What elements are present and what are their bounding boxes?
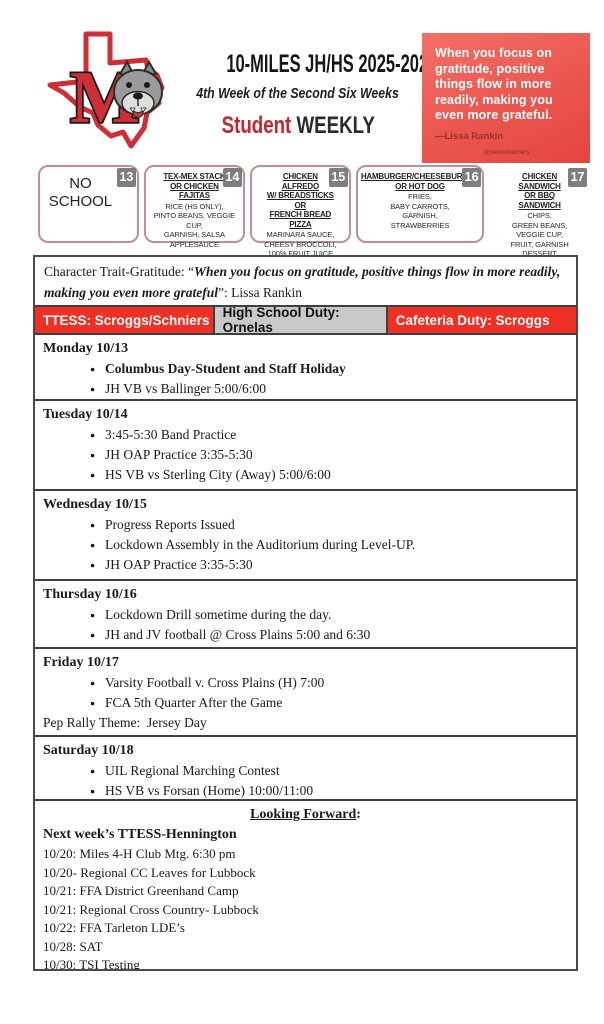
menu-card-wed: 15 CHICKEN ALFREDO W/ BREADSTICKS OR FRE… bbox=[249, 165, 351, 268]
newsletter-box: Character Trait-Gratitude: “When you foc… bbox=[33, 255, 578, 971]
event-item: UIL Regional Marching Contest bbox=[43, 761, 568, 781]
duty-cell-cafeteria: Cafeteria Duty: Scroggs bbox=[387, 307, 576, 333]
day-section-thursday: Thursday 10/16 Lockdown Drill sometime d… bbox=[35, 579, 576, 647]
pep-rally-note: Pep Rally Theme: Jersey Day bbox=[43, 715, 207, 730]
duty-row: TTESS: Scroggs/Schniers High School Duty… bbox=[35, 305, 576, 333]
looking-forward-colon: : bbox=[356, 807, 361, 822]
duty-cell-ttess: TTESS: Scroggs/Schniers bbox=[35, 307, 215, 333]
looking-forward-section: Looking Forward: Next week’s TTESS-Henni… bbox=[35, 799, 576, 969]
quote-text: When you focus on gratitude, positive th… bbox=[435, 46, 553, 122]
event-item: JH and JV football @ Cross Plains 5:00 a… bbox=[43, 625, 568, 645]
event-item: JH VB vs Ballinger 5:00/6:00 bbox=[43, 379, 568, 399]
menu-card-items: RICE (HS ONLY), PINTO BEANS, VEGGIE CUP,… bbox=[153, 201, 236, 249]
day-heading: Wednesday 10/15 bbox=[43, 497, 147, 512]
looking-forward-heading: Looking Forward: bbox=[43, 805, 568, 825]
day-heading: Monday 10/13 bbox=[43, 341, 129, 356]
trait-suffix: ”: Lissa Rankin bbox=[218, 285, 302, 300]
day-section-tuesday: Tuesday 10/14 3:45-5:30 Band Practice JH… bbox=[35, 399, 576, 489]
no-school-label: NO SCHOOL bbox=[48, 175, 113, 210]
menu-card-tue: 14 TEX-MEX STACK OR CHICKEN FAJITAS RICE… bbox=[143, 165, 245, 249]
texas-outline-icon bbox=[47, 31, 165, 149]
event-list: Columbus Day-Student and Staff Holiday J… bbox=[43, 359, 568, 399]
weekly-word: WEEKLY bbox=[296, 112, 375, 139]
page-title: 10-MILES JH/HS 2025-2026 bbox=[226, 50, 438, 78]
date-badge: 16 bbox=[462, 168, 482, 187]
day-section-friday: Friday 10/17 Varsity Football v. Cross P… bbox=[35, 647, 576, 735]
menu-card-title: HAMBURGER/CHEESEBURGER OR HOT DOG bbox=[360, 172, 480, 191]
day-heading: Thursday 10/16 bbox=[43, 587, 137, 602]
student-word: Student bbox=[221, 112, 292, 139]
day-section-wednesday: Wednesday 10/15 Progress Reports Issued … bbox=[35, 489, 576, 579]
menu-card-items: CHIPS, GREEN BEANS, VEGGIE CUP, FRUIT, G… bbox=[510, 211, 569, 258]
day-section-saturday: Saturday 10/18 UIL Regional Marching Con… bbox=[35, 735, 576, 799]
menu-card-items: FRIES, BABY CARROTS, GARNISH, STRAWBERRI… bbox=[390, 192, 450, 230]
duty-cell-high-school: High School Duty: Ornelas bbox=[214, 307, 388, 333]
next-week-ttess: Next week’s TTESS-Hennington bbox=[43, 827, 237, 842]
event-item: Lockdown Assembly in the Auditorium duri… bbox=[43, 535, 568, 555]
menu-card-title: CHICKEN ALFREDO W/ BREADSTICKS OR FRENCH… bbox=[266, 172, 334, 229]
menu-card-thu: 16 HAMBURGER/CHEESEBURGER OR HOT DOG FRI… bbox=[355, 165, 485, 243]
event-item: HS VB vs Sterling City (Away) 5:00/6:00 bbox=[43, 465, 568, 485]
date-badge: 15 bbox=[328, 168, 348, 187]
quote-watermark: @weareteachers bbox=[483, 149, 530, 156]
looking-forward-lines: 10/20: Miles 4-H Club Mtg. 6:30 pm 10/20… bbox=[43, 846, 259, 969]
student-weekly-title: Student WEEKLY bbox=[221, 112, 374, 140]
event-list: Progress Reports Issued Lockdown Assembl… bbox=[43, 515, 568, 575]
event-list: Lockdown Drill sometime during the day. … bbox=[43, 605, 568, 645]
event-item: Columbus Day-Student and Staff Holiday bbox=[43, 359, 568, 379]
date-badge: 13 bbox=[116, 168, 136, 187]
event-item: HS VB vs Forsan (Home) 10:00/11:00 bbox=[43, 781, 568, 799]
bulldog-icon bbox=[113, 59, 163, 118]
event-item: JH OAP Practice 3:35-5:30 bbox=[43, 445, 568, 465]
menu-card-mon: 13 NO SCHOOL bbox=[38, 165, 139, 243]
day-heading: Friday 10/17 bbox=[43, 655, 119, 670]
date-badge: 14 bbox=[222, 168, 242, 187]
event-item: Progress Reports Issued bbox=[43, 515, 568, 535]
character-trait-row: Character Trait-Gratitude: “When you foc… bbox=[35, 257, 576, 305]
day-section-monday: Monday 10/13 Columbus Day-Student and St… bbox=[35, 333, 576, 399]
day-heading: Tuesday 10/14 bbox=[43, 407, 128, 422]
looking-forward-label: Looking Forward bbox=[250, 807, 357, 822]
event-list: Varsity Football v. Cross Plains (H) 7:0… bbox=[43, 673, 568, 713]
lunch-menu-strip: 13 NO SCHOOL 14 TEX-MEX STACK OR CHICKEN… bbox=[38, 165, 591, 268]
header-title-block: 10-MILES JH/HS 2025-2026 4th Week of the… bbox=[172, 50, 438, 140]
quote-attribution: —Lissa Rankin bbox=[435, 130, 504, 142]
week-subtitle: 4th Week of the Second Six Weeks bbox=[196, 85, 400, 102]
menu-card-title: TEX-MEX STACK OR CHICKEN FAJITAS bbox=[163, 172, 226, 200]
trait-prefix: Character Trait-Gratitude: “ bbox=[44, 264, 194, 279]
event-list: 3:45-5:30 Band Practice JH OAP Practice … bbox=[43, 425, 568, 485]
event-item: 3:45-5:30 Band Practice bbox=[43, 425, 568, 445]
event-item: JH OAP Practice 3:35-5:30 bbox=[43, 555, 568, 575]
event-item: FCA 5th Quarter After the Game bbox=[43, 693, 568, 713]
day-heading: Saturday 10/18 bbox=[43, 743, 134, 758]
school-logo: M bbox=[47, 31, 165, 149]
trait-quote: When you focus on gratitude, positive th… bbox=[44, 264, 561, 300]
menu-card-fri: 17 CHICKEN SANDWICH OR BBQ SANDWICH CHIP… bbox=[489, 165, 591, 258]
event-item: Lockdown Drill sometime during the day. bbox=[43, 605, 568, 625]
event-list: UIL Regional Marching Contest HS VB vs F… bbox=[43, 761, 568, 799]
gratitude-quote-card: When you focus on gratitude, positive th… bbox=[422, 33, 590, 163]
event-item: Varsity Football v. Cross Plains (H) 7:0… bbox=[43, 673, 568, 693]
date-badge: 17 bbox=[568, 168, 588, 187]
menu-card-title: CHICKEN SANDWICH OR BBQ SANDWICH bbox=[518, 172, 561, 210]
